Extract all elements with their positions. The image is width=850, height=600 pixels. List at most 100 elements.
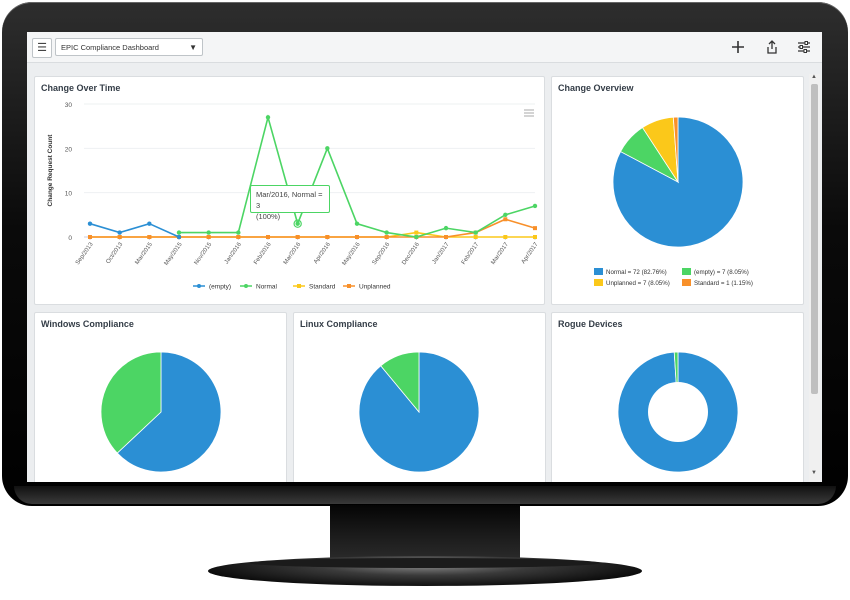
data-point bbox=[444, 235, 448, 239]
legend-label: Unplanned bbox=[359, 284, 391, 291]
x-tick-label: Apr/2016 bbox=[313, 241, 332, 265]
series-line bbox=[179, 114, 536, 238]
legend-marker bbox=[197, 284, 201, 288]
tooltip-line1: Mar/2016, Normal = 3 bbox=[256, 190, 323, 210]
dashboard-screen: ☰ EPIC Compliance Dashboard ▼ Change Ove… bbox=[27, 32, 822, 482]
legend-marker bbox=[297, 284, 301, 288]
legend-marker bbox=[244, 284, 248, 288]
pie-slice bbox=[380, 351, 420, 414]
legend-label: Unplanned = 7 (8.05%) bbox=[606, 280, 670, 287]
pie-chart-linux bbox=[358, 351, 480, 473]
x-tick-label: Mar/2015 bbox=[135, 241, 155, 266]
widget-title: Change Over Time bbox=[41, 83, 121, 93]
legend-label: (empty) = 7 (8.05%) bbox=[694, 269, 749, 276]
pie-chart-windows bbox=[100, 351, 222, 473]
widget-change-over-time: Change Over Time 0 10 20 30 Change Request C… bbox=[34, 76, 545, 305]
x-tick-label: Feb/2017 bbox=[461, 241, 481, 266]
legend-label: Normal bbox=[256, 284, 278, 291]
data-point bbox=[176, 230, 182, 235]
sliders-icon[interactable] bbox=[795, 38, 813, 56]
share-icon[interactable] bbox=[763, 38, 781, 56]
data-point bbox=[414, 230, 419, 235]
y-tick-label: 0 bbox=[68, 235, 72, 242]
data-point bbox=[88, 235, 92, 239]
legend-swatch bbox=[594, 268, 603, 275]
data-point bbox=[206, 235, 211, 239]
data-point bbox=[236, 230, 241, 235]
data-point bbox=[533, 226, 537, 231]
highlight-point bbox=[293, 219, 302, 228]
data-point bbox=[355, 235, 359, 239]
legend-label: Standard = 1 (1.15%) bbox=[694, 280, 753, 287]
x-tick-label: Dec/2016 bbox=[401, 241, 421, 266]
data-point bbox=[147, 221, 152, 226]
x-tick-label: May/2015 bbox=[164, 241, 184, 267]
pie-chart-change-overview: Normal = 72 (82.76%) (empty) = 7 (8.05%) U… bbox=[594, 116, 753, 287]
legend-marker bbox=[347, 284, 351, 288]
data-point bbox=[295, 235, 300, 239]
legend-label: Normal = 72 (82.76%) bbox=[606, 269, 667, 276]
x-tick-label: May/2016 bbox=[342, 241, 362, 267]
data-point bbox=[266, 235, 270, 239]
chart-menu-icon[interactable] bbox=[523, 105, 535, 117]
data-point bbox=[503, 217, 508, 222]
x-tick-label: Sep/2013 bbox=[75, 241, 95, 266]
chevron-down-icon: ▼ bbox=[189, 43, 197, 52]
menu-icon[interactable]: ☰ bbox=[32, 38, 52, 58]
x-tick-label: Mar/2016 bbox=[283, 241, 303, 266]
plus-icon[interactable] bbox=[729, 38, 747, 56]
series-line bbox=[90, 218, 536, 238]
data-point bbox=[117, 235, 122, 239]
monitor-bezel-bottom bbox=[14, 486, 836, 504]
legend-label: (empty) bbox=[209, 284, 231, 291]
data-point bbox=[384, 230, 389, 235]
scrollbar-thumb[interactable] bbox=[811, 84, 818, 394]
y-tick-label: 10 bbox=[65, 191, 73, 198]
pie-slice bbox=[116, 351, 222, 473]
monitor-stand-base-top bbox=[250, 558, 600, 568]
legend-label: Standard bbox=[309, 284, 336, 291]
x-tick-label: Feb/2016 bbox=[253, 241, 273, 266]
widget-rogue-devices: Rogue Devices bbox=[551, 312, 804, 482]
data-point bbox=[503, 235, 508, 239]
data-point bbox=[414, 234, 419, 240]
donut-hole bbox=[648, 382, 708, 442]
dashboard-select[interactable]: EPIC Compliance Dashboard ▼ bbox=[55, 38, 203, 56]
y-tick-label: 30 bbox=[65, 102, 73, 109]
legend-swatch bbox=[594, 279, 603, 286]
y-axis-label: Change Request Count bbox=[47, 134, 54, 207]
data-point bbox=[325, 235, 330, 239]
x-tick-label: Sep/2016 bbox=[372, 241, 392, 266]
data-point bbox=[295, 221, 300, 226]
donut-chart-rogue-devices bbox=[617, 351, 739, 473]
tooltip-line2: (100%) bbox=[256, 212, 281, 221]
data-point bbox=[147, 235, 152, 239]
data-point bbox=[236, 235, 241, 239]
widget-title: Rogue Devices bbox=[558, 319, 623, 329]
data-point bbox=[473, 230, 478, 235]
x-tick-label: Oct/2013 bbox=[105, 241, 124, 265]
data-point bbox=[443, 225, 449, 231]
page-scrollbar[interactable]: ▲ ▼ bbox=[809, 74, 820, 482]
widget-title: Linux Compliance bbox=[300, 319, 378, 329]
legend-swatch bbox=[682, 268, 691, 275]
x-tick-label: Nov/2015 bbox=[194, 241, 214, 266]
scroll-up-arrow-icon[interactable]: ▲ bbox=[811, 74, 817, 80]
y-tick-label: 20 bbox=[65, 146, 73, 153]
data-point bbox=[532, 203, 538, 209]
pie-slice bbox=[100, 351, 162, 454]
data-point bbox=[503, 212, 508, 218]
scroll-down-arrow-icon[interactable]: ▼ bbox=[811, 470, 817, 476]
dashboard-toolbar: ☰ EPIC Compliance Dashboard ▼ bbox=[27, 32, 822, 63]
legend-swatch bbox=[682, 279, 691, 286]
x-tick-label: Mar/2017 bbox=[491, 241, 511, 266]
data-point bbox=[325, 146, 330, 151]
widget-title: Windows Compliance bbox=[41, 319, 134, 329]
data-point bbox=[384, 235, 389, 239]
data-point bbox=[265, 115, 271, 120]
pie-slice bbox=[672, 116, 679, 183]
data-point bbox=[87, 221, 93, 226]
x-tick-label: Jan/2016 bbox=[224, 241, 243, 265]
widget-linux-compliance: Linux Compliance bbox=[293, 312, 546, 482]
chart-tooltip: Mar/2016, Normal = 3 (100%) bbox=[250, 185, 330, 221]
